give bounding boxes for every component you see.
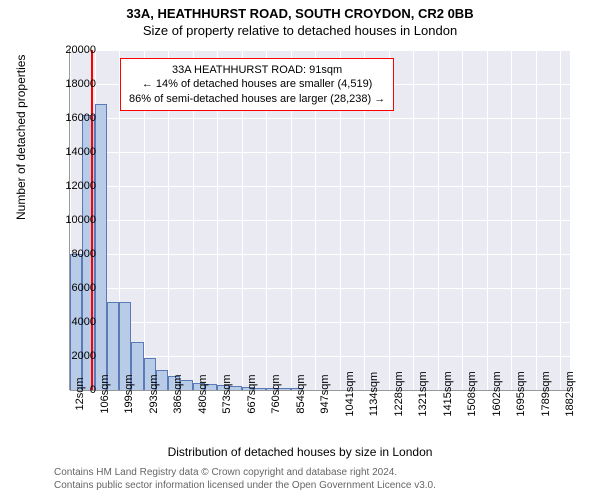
annotation-box: 33A HEATHHURST ROAD: 91sqm ← 14% of deta… — [120, 58, 394, 111]
grid-line-v — [462, 50, 463, 390]
x-tick-label: 1602sqm — [491, 371, 503, 416]
chart-title: 33A, HEATHHURST ROAD, SOUTH CROYDON, CR2… — [0, 0, 600, 21]
y-tick-label: 4000 — [46, 316, 96, 328]
plot-area: 33A HEATHHURST ROAD: 91sqm ← 14% of deta… — [70, 50, 570, 390]
footer-line-2: Contains public sector information licen… — [54, 479, 436, 492]
x-tick-label: 1789sqm — [540, 371, 552, 416]
x-tick-label: 480sqm — [197, 374, 209, 413]
grid-line-v — [560, 50, 561, 390]
grid-line-h — [70, 254, 570, 255]
x-tick-label: 12sqm — [74, 377, 86, 410]
y-tick-label: 0 — [46, 384, 96, 396]
x-tick-label: 760sqm — [270, 374, 282, 413]
x-tick-label: 947sqm — [319, 374, 331, 413]
x-tick-label: 1321sqm — [417, 371, 429, 416]
x-tick-label: 106sqm — [99, 374, 111, 413]
x-tick-label: 1882sqm — [564, 371, 576, 416]
x-tick-label: 386sqm — [172, 374, 184, 413]
y-tick-label: 10000 — [46, 214, 96, 226]
y-tick-label: 18000 — [46, 78, 96, 90]
x-tick-label: 854sqm — [295, 374, 307, 413]
grid-line-h — [70, 220, 570, 221]
chart-subtitle: Size of property relative to detached ho… — [0, 21, 600, 38]
x-tick-label: 1695sqm — [515, 371, 527, 416]
x-axis-label: Distribution of detached houses by size … — [0, 445, 600, 459]
grid-line-h — [70, 118, 570, 119]
x-tick-label: 667sqm — [246, 374, 258, 413]
y-tick-label: 2000 — [46, 350, 96, 362]
annotation-line-1: 33A HEATHHURST ROAD: 91sqm — [129, 63, 385, 77]
x-tick-label: 199sqm — [123, 374, 135, 413]
grid-line-v — [511, 50, 512, 390]
x-tick-label: 1041sqm — [344, 371, 356, 416]
annotation-line-3: 86% of semi-detached houses are larger (… — [129, 92, 385, 106]
x-tick-label: 1134sqm — [368, 372, 380, 416]
grid-line-h — [70, 186, 570, 187]
y-tick-label: 14000 — [46, 146, 96, 158]
grid-line-v — [487, 50, 488, 390]
x-tick-label: 293sqm — [148, 374, 160, 413]
y-tick-label: 20000 — [46, 44, 96, 56]
y-tick-label: 8000 — [46, 248, 96, 260]
annotation-line-2: ← 14% of detached houses are smaller (4,… — [129, 77, 385, 91]
x-tick-label: 1415sqm — [442, 371, 454, 416]
grid-line-h — [70, 50, 570, 51]
grid-line-v — [438, 50, 439, 390]
grid-line-v — [536, 50, 537, 390]
x-tick-label: 1228sqm — [393, 371, 405, 416]
chart-container: { "titles": { "line1": "33A, HEATHHURST … — [0, 0, 600, 500]
x-tick-label: 573sqm — [221, 374, 233, 413]
footer-line-1: Contains HM Land Registry data © Crown c… — [54, 466, 436, 479]
grid-line-h — [70, 152, 570, 153]
grid-line-h — [70, 288, 570, 289]
grid-line-v — [413, 50, 414, 390]
y-tick-label: 12000 — [46, 180, 96, 192]
x-tick-label: 1508sqm — [466, 371, 478, 416]
footer: Contains HM Land Registry data © Crown c… — [54, 466, 436, 492]
y-axis-label: Number of detached properties — [14, 55, 28, 220]
y-tick-label: 6000 — [46, 282, 96, 294]
grid-line-h — [70, 322, 570, 323]
histogram-bar — [95, 104, 107, 390]
y-tick-label: 16000 — [46, 112, 96, 124]
